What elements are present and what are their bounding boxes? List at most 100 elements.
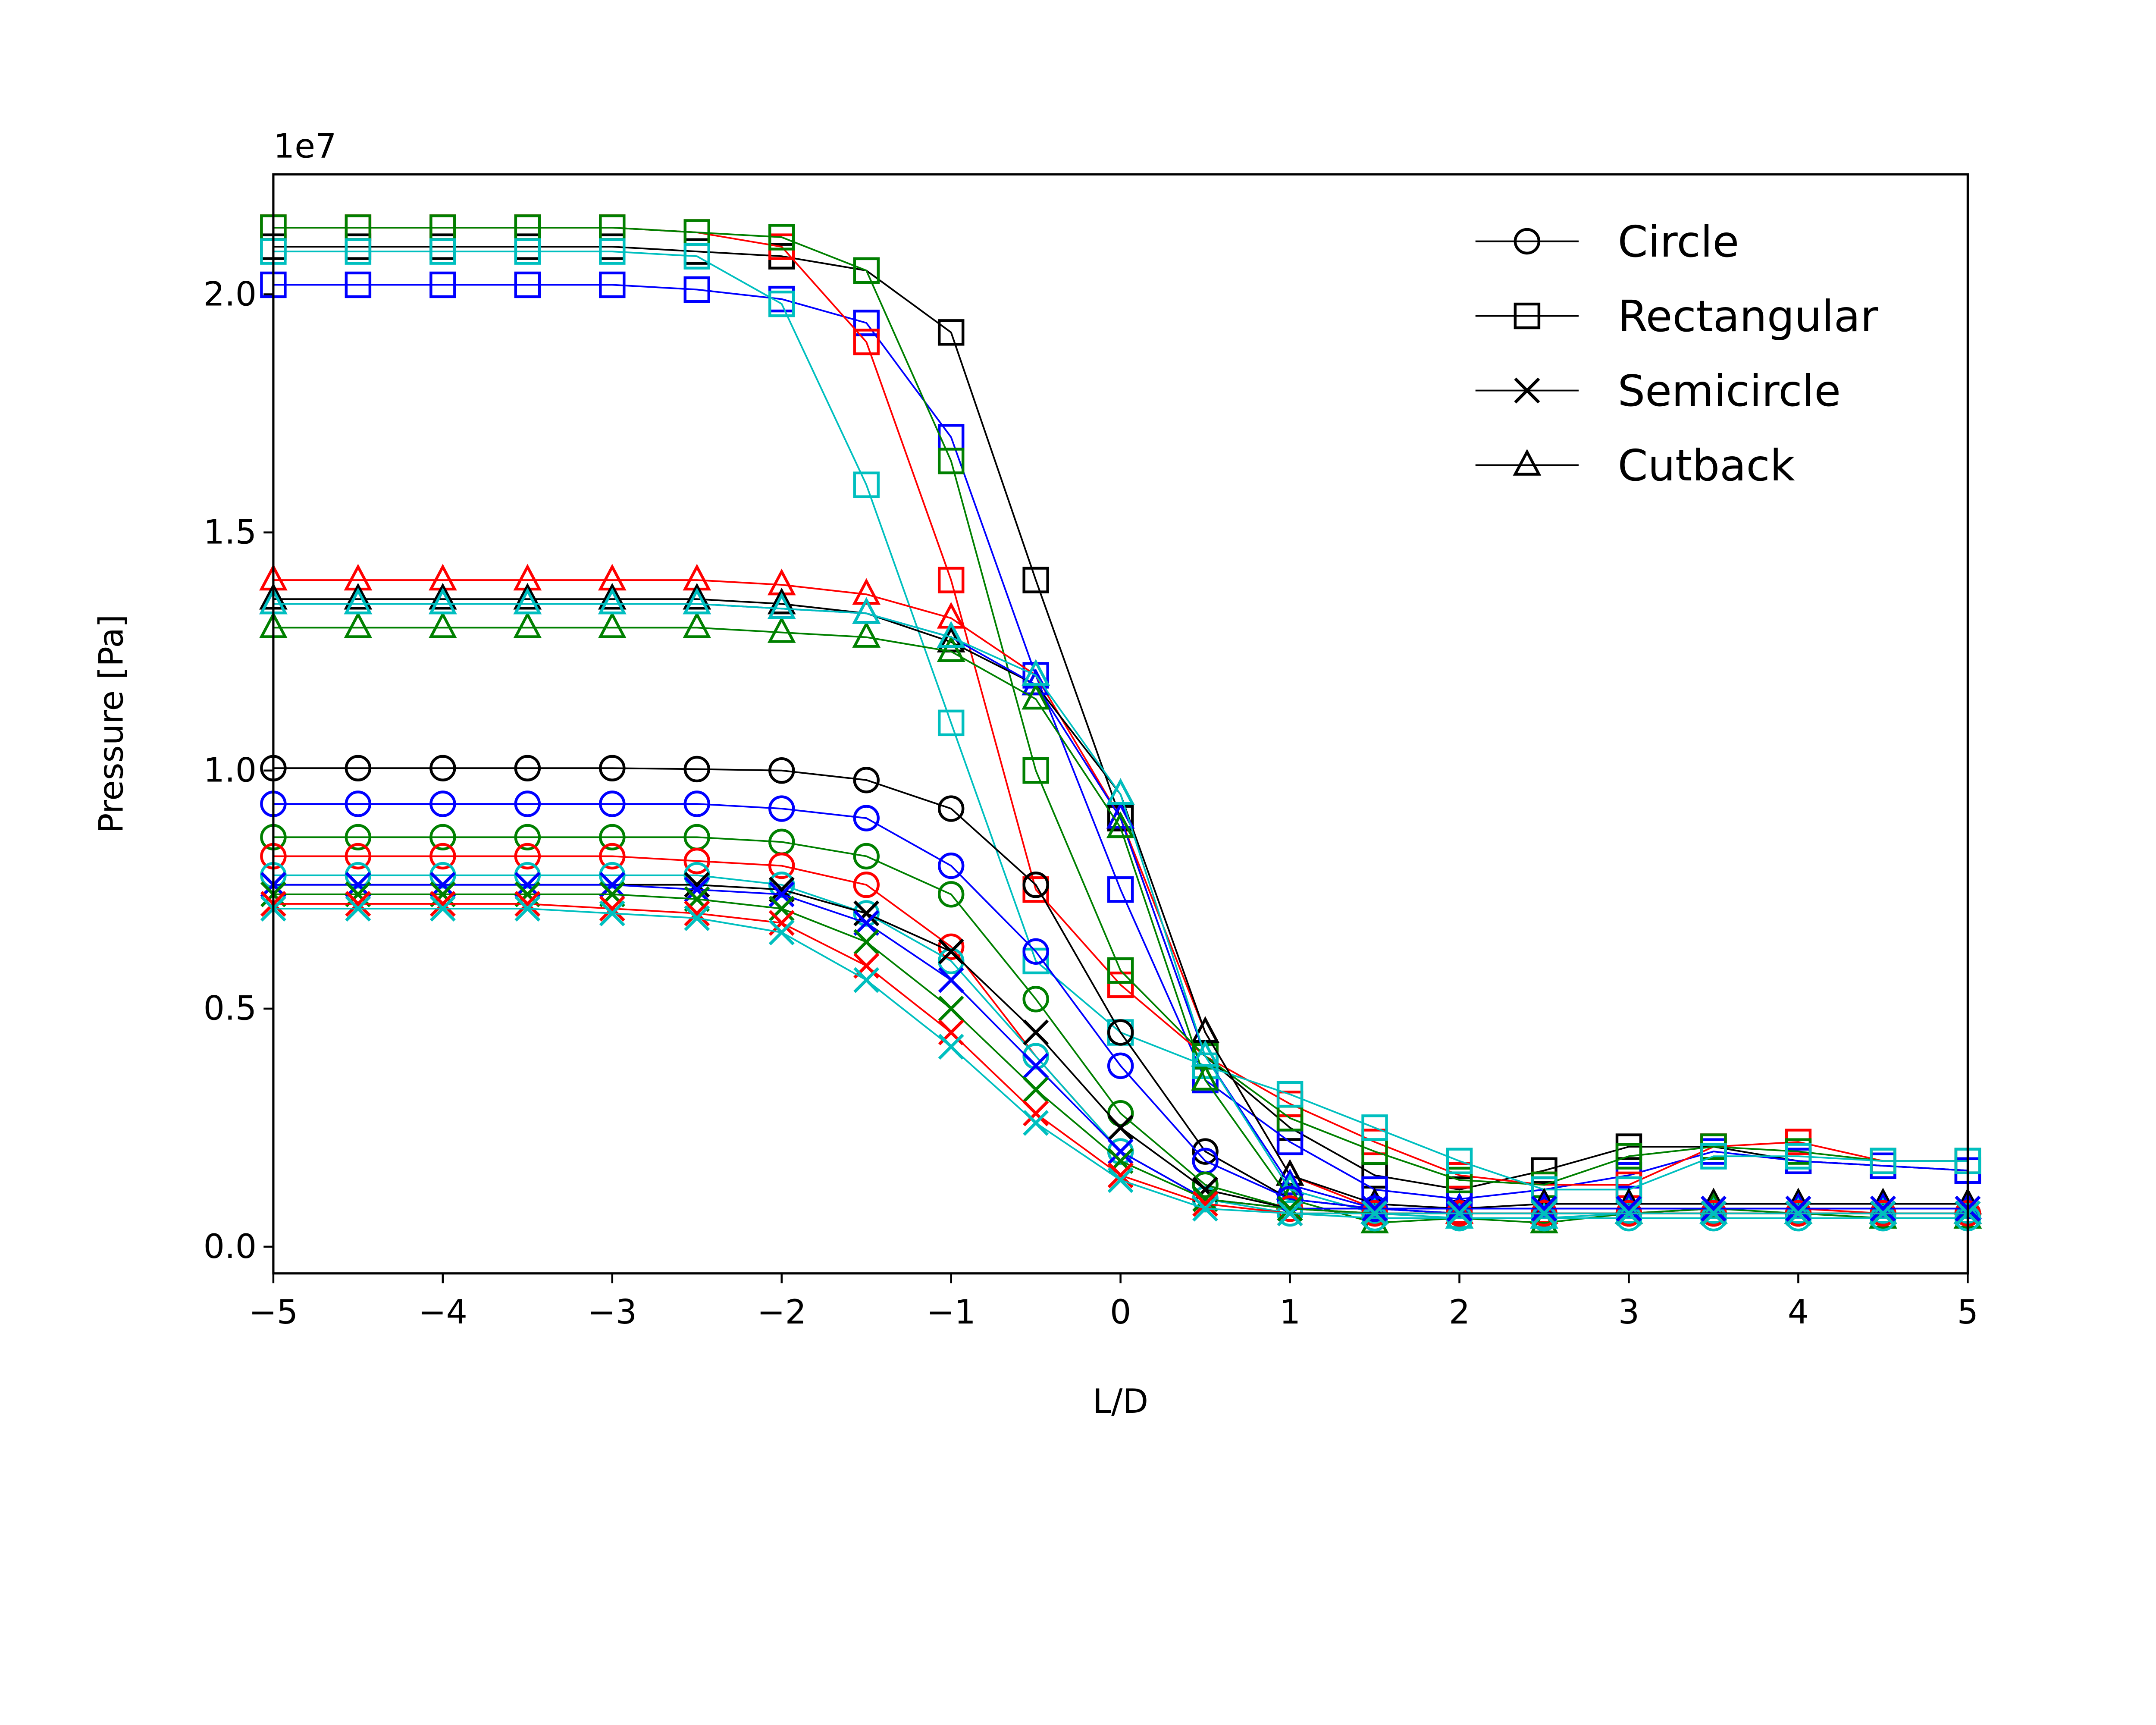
data-point-triangle: [937, 635, 965, 662]
data-point-square: [1276, 1081, 1304, 1108]
legend-item-rectangular: Rectangular: [1475, 291, 1879, 342]
data-point-triangle: [598, 583, 627, 610]
data-point-circle: [1785, 1204, 1812, 1232]
data-point-square: [768, 224, 795, 251]
data-point-x: [1700, 1195, 1727, 1222]
data-point-x: [853, 967, 880, 993]
data-point-triangle: [683, 611, 711, 638]
legend-item-cutback: Cutback: [1475, 440, 1795, 491]
data-point-x: [1531, 1195, 1557, 1222]
data-point-square: [1107, 876, 1134, 903]
data-point-x: [1277, 1195, 1303, 1222]
data-point-square: [1446, 1148, 1473, 1174]
data-point-square: [429, 271, 456, 298]
series-line: [273, 627, 1968, 1224]
data-point-x: [1616, 1200, 1642, 1226]
data-point-circle: [345, 755, 372, 781]
data-point-x: [853, 900, 880, 927]
x-tick-label: 5: [1957, 1293, 1978, 1332]
legend-item-circle: Circle: [1475, 216, 1739, 267]
data-point-circle: [1361, 1204, 1388, 1232]
data-point-circle: [1192, 1171, 1219, 1198]
data-point-triangle: [852, 621, 881, 648]
legend-marker-x-icon: [1514, 377, 1540, 404]
data-point-circle: [768, 795, 795, 822]
data-point-x: [1616, 1195, 1642, 1222]
data-point-x: [1870, 1195, 1896, 1222]
data-point-square: [345, 271, 372, 298]
data-point-triangle: [1699, 1197, 1728, 1224]
data-point-square: [514, 271, 541, 298]
data-point-square: [853, 257, 880, 284]
y-tick-label: 1.5: [204, 513, 257, 552]
data-point-square: [1107, 971, 1134, 998]
data-point-triangle: [1275, 1168, 1304, 1195]
series-rectangular-cyan: [260, 238, 1981, 1203]
data-point-x: [684, 905, 710, 932]
data-point-x: [514, 872, 541, 898]
data-point-x: [1277, 1200, 1303, 1226]
data-point-x: [1785, 1195, 1811, 1222]
data-point-circle: [514, 755, 541, 781]
data-point-triangle: [344, 611, 373, 638]
y-tick-label: 0.0: [204, 1227, 257, 1266]
data-point-square: [937, 709, 965, 737]
data-point-circle: [345, 824, 372, 851]
data-point-x: [1446, 1200, 1473, 1226]
data-point-triangle: [428, 583, 457, 610]
data-point-x: [853, 910, 880, 936]
legend-label: Rectangular: [1618, 291, 1879, 342]
data-point-x: [853, 929, 880, 955]
series-layer: [259, 214, 1982, 1233]
data-point-circle: [429, 862, 456, 889]
data-point-triangle: [937, 621, 965, 648]
data-point-circle: [853, 843, 880, 870]
data-point-square: [768, 290, 795, 317]
data-point-x: [429, 891, 456, 917]
data-point-circle: [683, 790, 710, 817]
data-point-triangle: [344, 587, 373, 615]
data-point-triangle: [683, 587, 711, 615]
data-point-triangle: [598, 587, 627, 615]
data-point-circle: [1022, 872, 1049, 898]
pressure-chart: −5 −4 −3 −2 −1 0 1 2 3 4 50.00.51.01.52.0 1e7 L/D …: [92, 127, 1982, 1421]
legend-marker-circle-icon: [1514, 228, 1541, 255]
data-point-circle: [683, 756, 710, 783]
data-point-triangle: [683, 583, 711, 610]
data-point-square: [1700, 1143, 1727, 1170]
data-point-square: [937, 448, 965, 474]
data-point-circle: [599, 824, 626, 851]
x-tick-label: −4: [418, 1293, 467, 1332]
data-point-triangle: [1106, 811, 1135, 838]
x-tick-label: 2: [1449, 1293, 1470, 1332]
data-point-circle: [1022, 986, 1049, 1013]
data-point-square: [937, 567, 965, 593]
data-point-circle: [853, 805, 880, 831]
data-point-circle: [1870, 1204, 1896, 1232]
data-point-circle: [853, 872, 880, 898]
data-point-triangle: [344, 583, 373, 610]
data-point-x: [429, 895, 456, 922]
x-tick-label: −5: [249, 1293, 298, 1332]
data-point-x: [1107, 1167, 1134, 1193]
data-point-triangle: [767, 616, 796, 643]
data-point-square: [937, 319, 965, 346]
y-tick-label: 2.0: [204, 275, 257, 314]
legend-label: Circle: [1618, 216, 1739, 267]
legend: Circle Rectangular Semicircle Cutback: [1475, 216, 1879, 491]
data-point-triangle: [513, 587, 542, 615]
data-point-triangle: [1614, 1197, 1643, 1224]
data-point-triangle: [852, 578, 881, 605]
data-point-circle: [345, 843, 372, 870]
x-tick-label: −1: [926, 1293, 975, 1332]
data-point-x: [1192, 1191, 1219, 1217]
data-point-circle: [1022, 1043, 1049, 1070]
data-point-circle: [514, 843, 541, 870]
y-axis-label: Pressure [Pa]: [92, 615, 131, 834]
data-point-square: [853, 310, 880, 336]
y-tick-label: 1.0: [204, 751, 257, 790]
data-point-square: [1022, 567, 1049, 593]
data-point-circle: [853, 767, 880, 794]
data-point-square: [1785, 1143, 1812, 1170]
data-point-square: [1615, 1143, 1642, 1170]
